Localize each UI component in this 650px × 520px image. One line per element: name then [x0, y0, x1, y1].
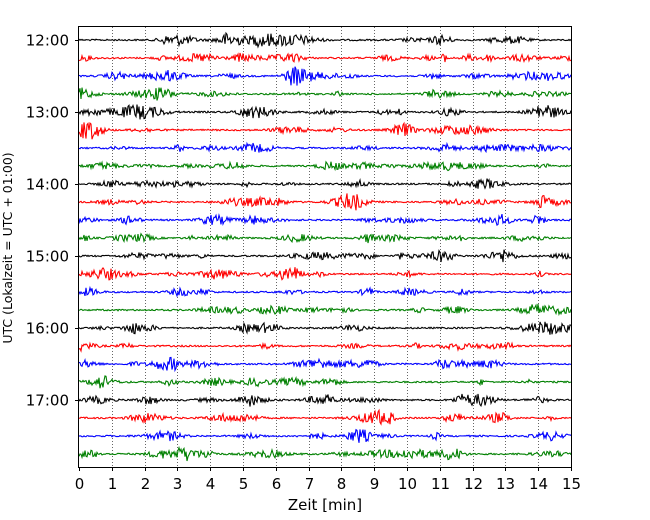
- x-tick-label: 1: [108, 475, 118, 493]
- x-tick-label: 8: [337, 475, 347, 493]
- trace-3: [78, 66, 572, 86]
- y-tick-label: 16:00: [26, 320, 69, 338]
- trace-22: [78, 408, 572, 426]
- trace-19: [78, 356, 572, 373]
- trace-5: [78, 104, 572, 120]
- x-tick-label: 13: [496, 475, 515, 493]
- x-tick-label: 15: [562, 475, 581, 493]
- trace-6: [78, 121, 572, 140]
- x-axis-label: Zeit [min]: [288, 496, 362, 514]
- trace-14: [78, 266, 572, 281]
- grid-lines: [112, 27, 539, 467]
- y-axis-label: UTC (Lokalzeit = UTC + 01:00): [0, 152, 15, 343]
- y-tick-label: 17:00: [26, 392, 69, 410]
- trace-1: [78, 31, 572, 49]
- y-axis: 12:00 13:00 14:00 15:00 16:00 17:00: [26, 32, 79, 410]
- x-tick-label: 9: [370, 475, 380, 493]
- seismic-traces: [78, 31, 572, 462]
- trace-16: [78, 303, 572, 317]
- trace-15: [78, 285, 572, 298]
- trace-11: [78, 213, 572, 227]
- trace-2: [78, 52, 572, 64]
- trace-20: [78, 375, 572, 389]
- x-tick-label: 6: [272, 475, 282, 493]
- x-tick-label: 12: [464, 475, 483, 493]
- trace-8: [78, 160, 572, 172]
- x-tick-label: 2: [141, 475, 151, 493]
- x-axis: 0 1 2 3 4 5 6 7 8 9 10 11 12 13 14 15: [75, 467, 581, 493]
- trace-12: [78, 232, 572, 244]
- x-tick-label: 5: [239, 475, 249, 493]
- y-tick-label: 12:00: [26, 32, 69, 50]
- x-tick-label: 7: [305, 475, 315, 493]
- x-tick-label: 10: [398, 475, 417, 493]
- y-tick-label: 14:00: [26, 176, 69, 194]
- y-tick-label: 13:00: [26, 104, 69, 122]
- x-tick-label: 14: [529, 475, 548, 493]
- x-tick-label: 4: [206, 475, 216, 493]
- plot-frame: [78, 26, 572, 468]
- trace-13: [78, 249, 572, 263]
- x-tick-label: 11: [431, 475, 450, 493]
- trace-7: [78, 141, 572, 154]
- y-tick-label: 15:00: [26, 248, 69, 266]
- trace-23: [78, 428, 572, 443]
- trace-21: [78, 393, 572, 408]
- trace-10: [78, 193, 572, 211]
- trace-9: [78, 178, 572, 190]
- trace-18: [78, 341, 572, 353]
- x-tick-label: 0: [75, 475, 85, 493]
- trace-4: [78, 87, 572, 101]
- x-tick-label: 3: [173, 475, 183, 493]
- trace-17: [78, 321, 572, 335]
- trace-24: [78, 445, 572, 462]
